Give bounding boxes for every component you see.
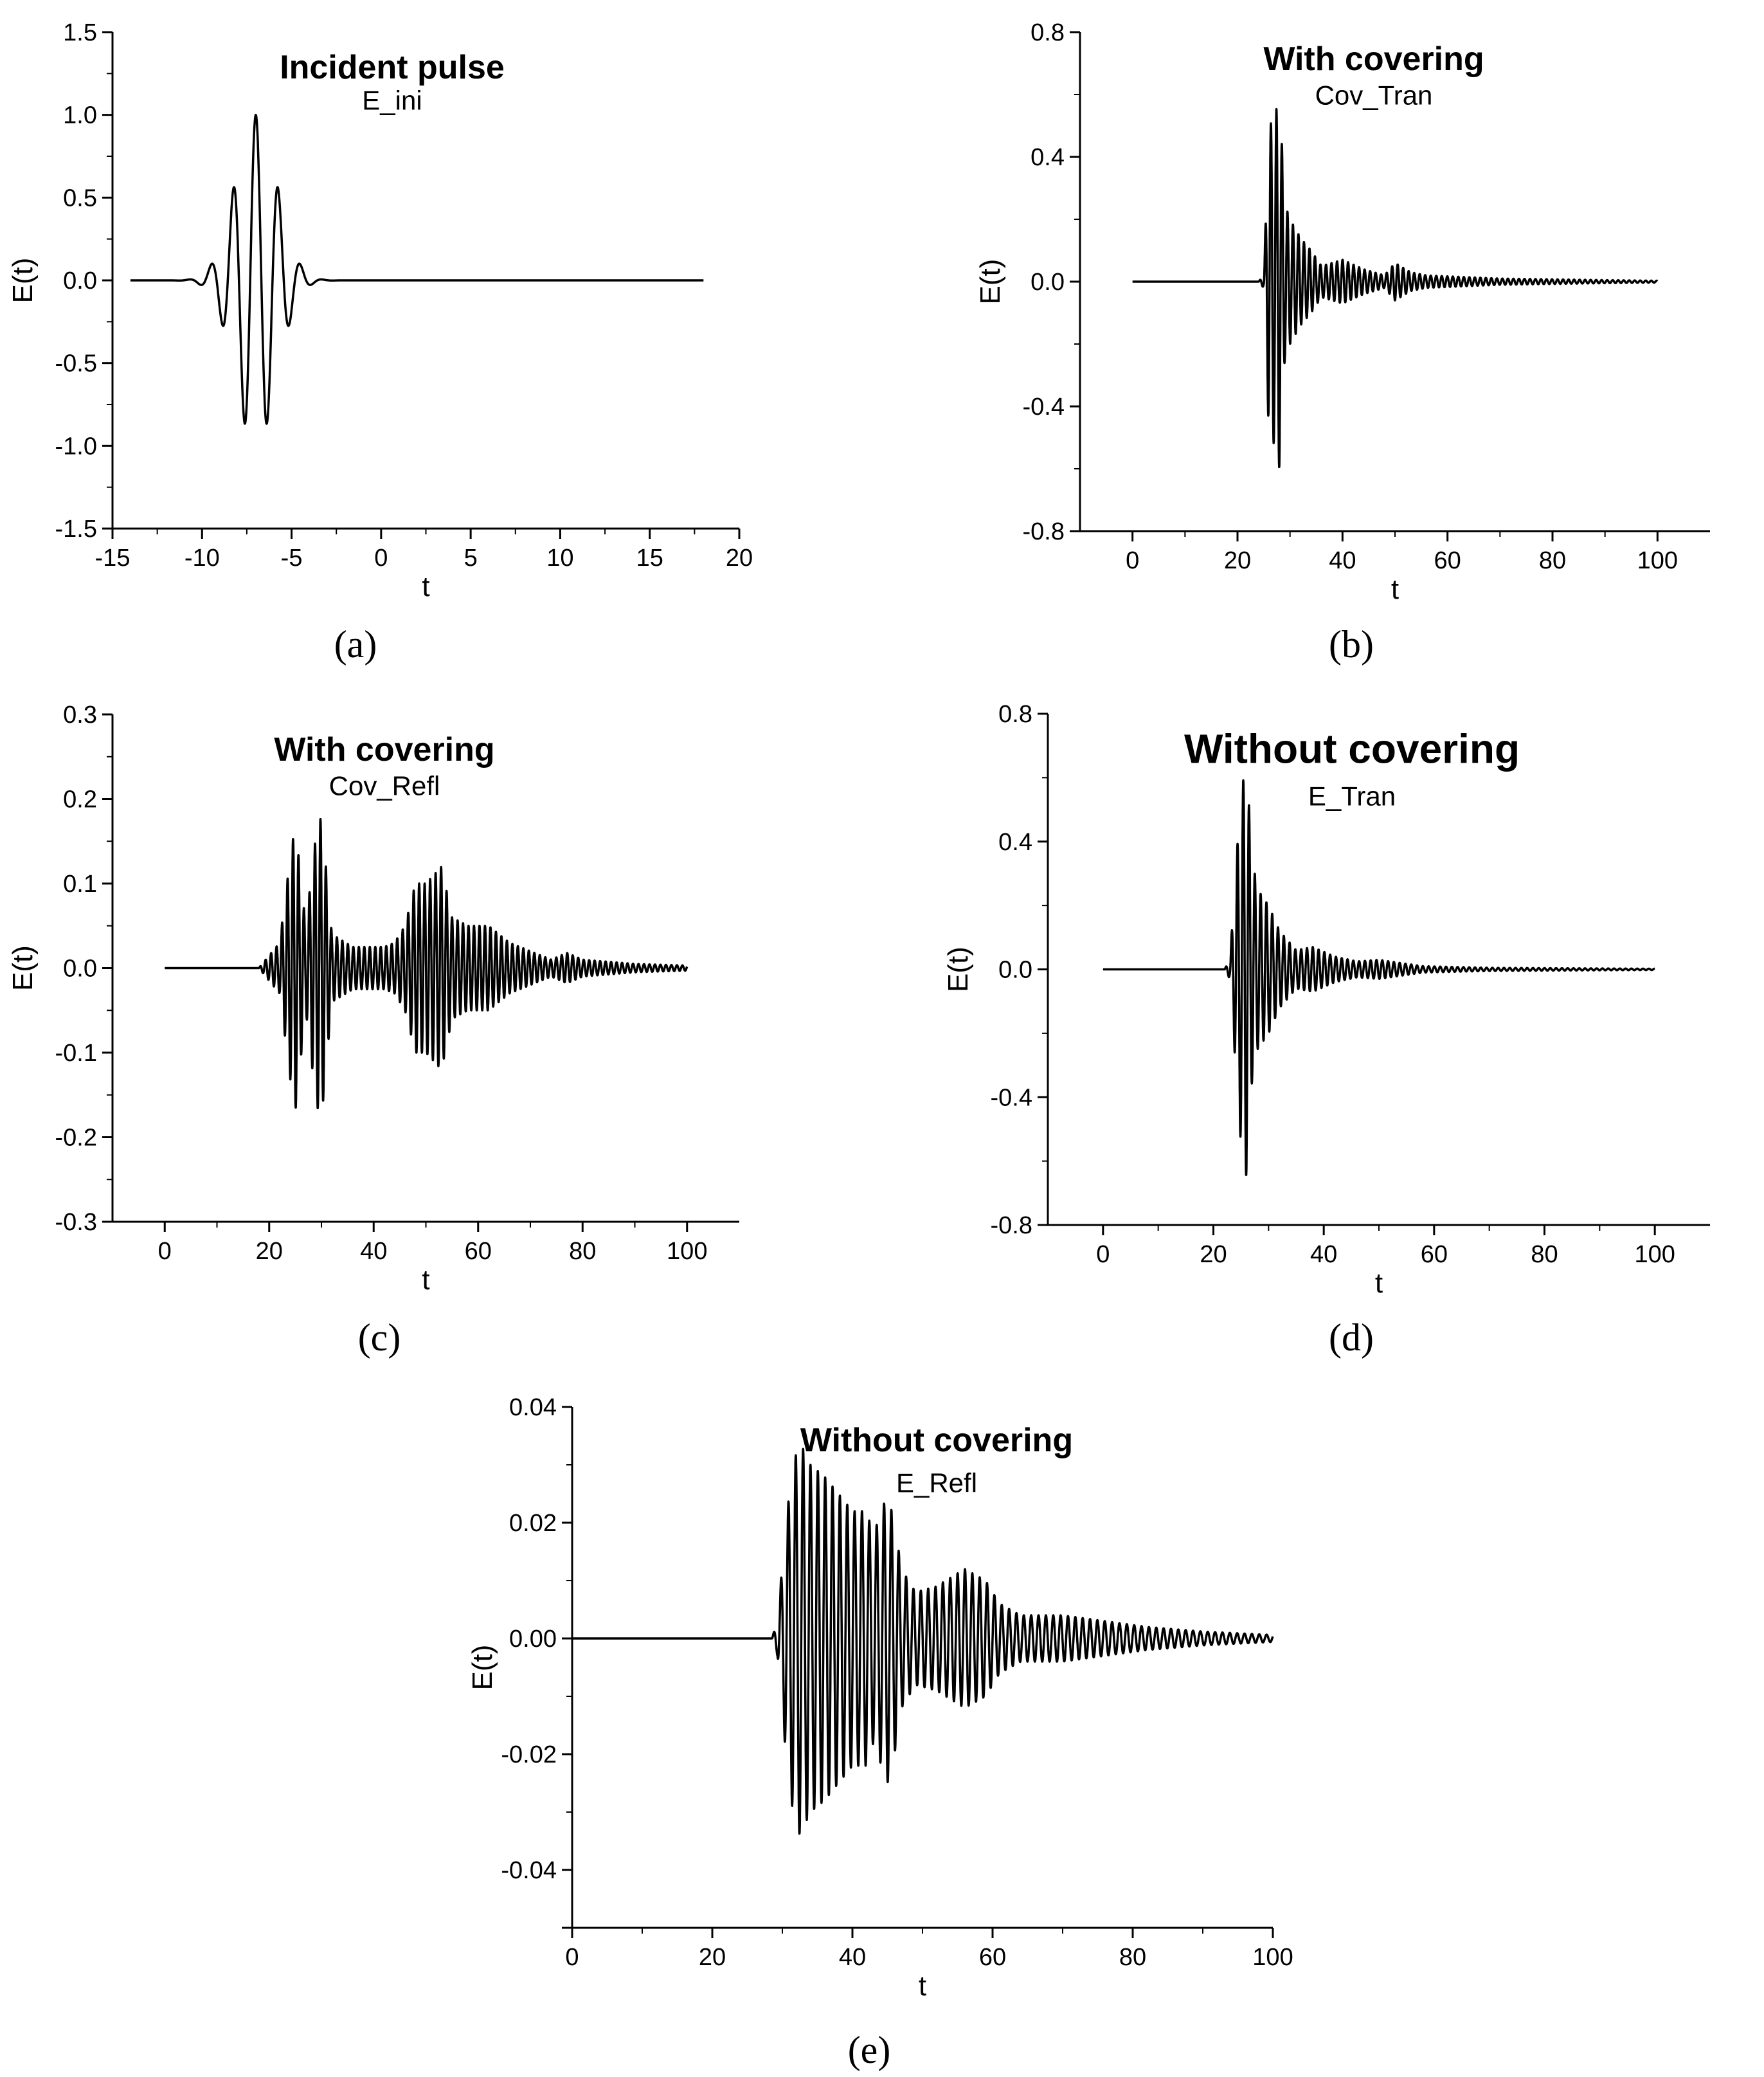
x-tick-label: 80 — [569, 1238, 596, 1265]
x-tick-label: 20 — [699, 1944, 726, 1971]
x-tick-label: 60 — [979, 1944, 1006, 1971]
y-tick-label: 1.5 — [63, 19, 97, 46]
x-tick-label: 80 — [1531, 1241, 1558, 1268]
x-tick-label: 100 — [1252, 1944, 1293, 1971]
x-axis-label: t — [1391, 574, 1399, 605]
y-tick-label: 0.0 — [63, 268, 97, 295]
x-tick-label: 20 — [256, 1238, 283, 1265]
y-axis-label: E(t) — [7, 945, 39, 991]
y-tick-label: 0.00 — [509, 1626, 557, 1653]
y-tick-label: -0.8 — [1023, 518, 1065, 545]
y-axis-label: E(t) — [7, 258, 39, 304]
x-tick-label: 40 — [1310, 1241, 1337, 1268]
x-axis-label: t — [1375, 1267, 1383, 1299]
x-tick-label: 0 — [1096, 1241, 1110, 1268]
x-tick-label: 100 — [667, 1238, 707, 1265]
chart-title: With covering — [1263, 41, 1484, 78]
series-line — [1131, 107, 1659, 469]
x-axis-label: t — [919, 1970, 926, 2002]
y-tick-label: 0.8 — [998, 701, 1032, 728]
caption-b: (b) — [1329, 623, 1374, 666]
x-tick-label: 20 — [1224, 547, 1251, 574]
y-tick-label: 0.02 — [509, 1510, 557, 1537]
x-tick-label: 15 — [636, 545, 663, 572]
chart-subtitle: Cov_Tran — [1315, 80, 1433, 110]
y-tick-label: 0.1 — [63, 871, 97, 898]
y-tick-label: 0.0 — [998, 957, 1032, 984]
x-tick-label: 10 — [546, 545, 573, 572]
y-tick-label: -0.4 — [1023, 394, 1065, 421]
y-tick-label: 0.0 — [63, 956, 97, 983]
x-tick-label: 100 — [1634, 1241, 1675, 1268]
x-tick-label: -10 — [184, 545, 220, 572]
x-tick-label: 80 — [1119, 1944, 1146, 1971]
caption-c: (c) — [358, 1316, 401, 1359]
x-tick-label: 40 — [839, 1944, 866, 1971]
chart-subtitle: E_Tran — [1308, 781, 1396, 811]
chart-panel-a: -15 -10 -5 0 5 10 15 20 -1.5 -1.0 -0.5 0.0 0.5 1.0 1.5… — [7, 19, 753, 603]
y-axis-label: E(t) — [975, 259, 1006, 305]
y-tick-label: 0.2 — [63, 786, 97, 813]
caption-e: (e) — [848, 2029, 891, 2071]
y-tick-label: 1.0 — [63, 102, 97, 129]
x-tick-label: -15 — [95, 545, 130, 572]
x-tick-label: 5 — [464, 545, 478, 572]
y-tick-label: 0.5 — [63, 185, 97, 212]
chart-subtitle: Cov_Refl — [329, 770, 440, 801]
y-tick-label: 0.3 — [63, 702, 97, 729]
x-tick-label: 0 — [565, 1944, 579, 1971]
y-tick-label: -1.5 — [55, 516, 97, 543]
y-axis-label: E(t) — [942, 947, 974, 992]
y-tick-label: 0.0 — [1030, 269, 1065, 296]
y-tick-label: 0.04 — [509, 1394, 557, 1421]
chart-panel-c: 0 20 40 60 80 100 -0.3 -0.2 -0.1 0.0 0.1 0.2 0.3 t E(t… — [7, 702, 739, 1296]
y-tick-label: -1.0 — [55, 433, 97, 460]
chart-subtitle: E_Refl — [896, 1467, 977, 1498]
chart-title: Without covering — [1184, 725, 1520, 772]
caption-d: (d) — [1329, 1316, 1374, 1359]
y-axis-label: E(t) — [467, 1645, 498, 1691]
y-tick-label: -0.02 — [501, 1741, 557, 1768]
series-line — [129, 113, 705, 425]
x-axis-label: t — [422, 1264, 429, 1296]
chart-panel-b: 0 20 40 60 80 100 -0.8 -0.4 0.0 0.4 0.8 t E(t) With c… — [975, 19, 1710, 605]
y-tick-label: -0.4 — [991, 1084, 1032, 1111]
y-tick-label: -0.2 — [55, 1125, 97, 1152]
y-tick-label: -0.1 — [55, 1040, 97, 1067]
x-tick-label: 100 — [1637, 547, 1678, 574]
y-tick-label: 0.4 — [998, 829, 1032, 856]
y-tick-label: 0.4 — [1030, 144, 1065, 171]
series-line — [1102, 779, 1656, 1176]
x-tick-label: 0 — [158, 1238, 172, 1265]
y-tick-label: -0.8 — [991, 1212, 1032, 1239]
series-line — [571, 1447, 1274, 1835]
chart-title: Without covering — [800, 1422, 1073, 1459]
x-tick-label: 60 — [465, 1238, 492, 1265]
y-tick-label: -0.04 — [501, 1857, 557, 1884]
chart-panel-e: 0 20 40 60 80 100 -0.04 -0.02 0.00 0.02 0.04 t E(t) W… — [467, 1394, 1293, 2002]
x-tick-label: 40 — [1329, 547, 1356, 574]
chart-subtitle: E_ini — [362, 85, 422, 115]
x-tick-label: 40 — [360, 1238, 387, 1265]
chart-title: With covering — [274, 731, 494, 768]
series-line — [163, 817, 688, 1110]
x-tick-label: 20 — [726, 545, 753, 572]
x-tick-label: 0 — [374, 545, 388, 572]
chart-title: Incident pulse — [280, 49, 505, 86]
x-axis-label: t — [422, 571, 429, 603]
y-tick-label: 0.8 — [1030, 19, 1065, 46]
x-tick-label: 60 — [1421, 1241, 1448, 1268]
x-tick-label: 20 — [1200, 1241, 1227, 1268]
caption-a: (a) — [334, 623, 377, 666]
chart-panel-d: 0 20 40 60 80 100 -0.8 -0.4 0.0 0.4 0.8 t E(t) Withou… — [942, 701, 1710, 1299]
x-tick-label: -5 — [281, 545, 303, 572]
x-tick-label: 0 — [1126, 547, 1139, 574]
x-tick-label: 80 — [1539, 547, 1566, 574]
y-tick-label: -0.3 — [55, 1209, 97, 1236]
x-tick-label: 60 — [1434, 547, 1461, 574]
y-tick-label: -0.5 — [55, 350, 97, 377]
